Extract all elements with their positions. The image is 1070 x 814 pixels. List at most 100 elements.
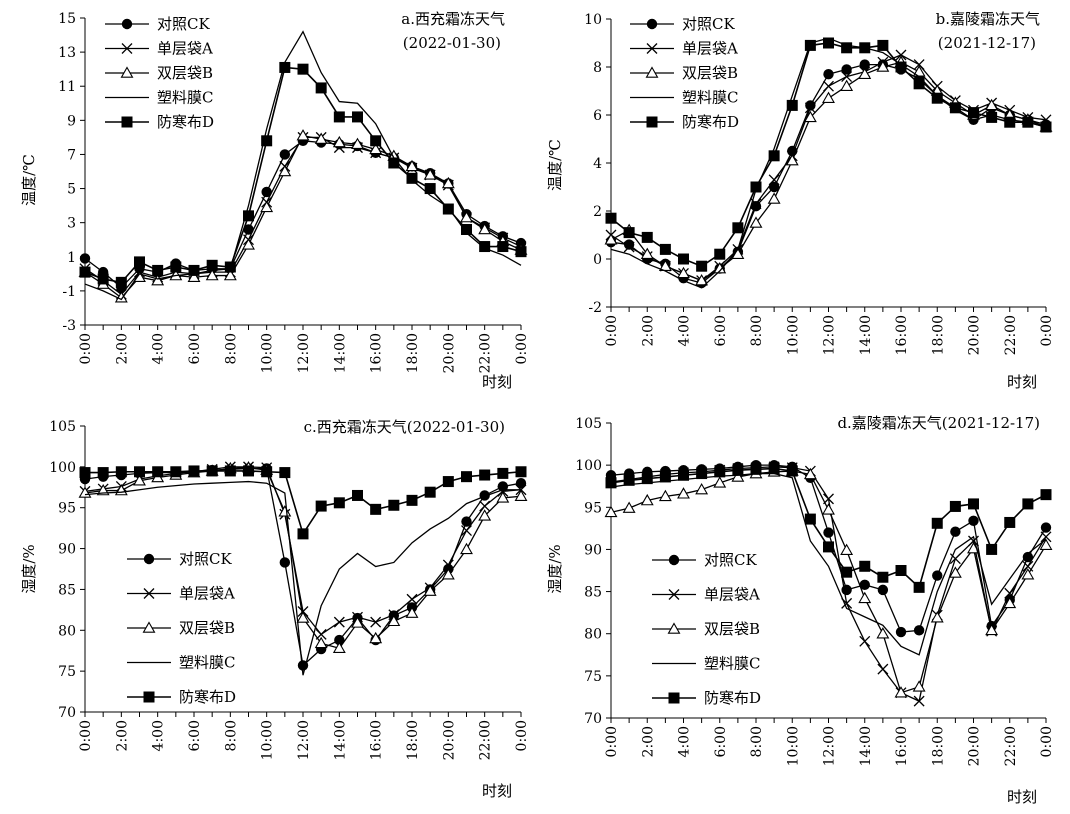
data-point-cold-cloth-d: [823, 37, 834, 49]
data-point-single-bag-a: [823, 80, 834, 92]
x-tick-label: 0:00: [1039, 315, 1055, 346]
data-point-cold-cloth-d: [696, 468, 708, 480]
x-tick-label: 14:00: [332, 333, 348, 373]
legend-label: 对照CK: [704, 551, 757, 569]
legend-label: 塑料膜C: [704, 655, 760, 673]
legend-item-plastic-film-c: 塑料膜C: [105, 89, 213, 107]
chart-panel-4: 70 75 80 85 90 95 100 105 0:00 2:00 4:00 6:00 8:00 10…: [546, 414, 1055, 806]
x-tick-label: 4:00: [677, 726, 693, 757]
y-tick-label: -2: [588, 300, 602, 316]
data-point-cold-cloth-d: [442, 203, 454, 215]
data-point-cold-cloth-d: [134, 466, 145, 478]
data-point-double-bag-b: [677, 487, 690, 499]
data-point-double-bag-b: [187, 270, 201, 282]
data-point-double-bag-b: [604, 233, 618, 245]
data-point-cold-cloth-d: [515, 466, 527, 478]
data-point-cold-cloth-d: [261, 466, 273, 478]
legend-item-single-bag-a: 单层袋A: [630, 40, 738, 58]
data-point-double-bag-b: [876, 627, 890, 639]
legend-marker: [646, 43, 658, 54]
data-point-double-bag-b: [695, 273, 709, 286]
data-point-cold-cloth-d: [206, 259, 218, 271]
legend-item-plastic-film-c: 塑料膜C: [652, 655, 760, 673]
x-tick-label: 0:00: [604, 726, 620, 757]
legend-item-ck: 对照CK: [652, 551, 757, 569]
data-point-double-bag-b: [695, 482, 709, 495]
x-tick-label: 18:00: [405, 720, 421, 760]
data-point-cold-cloth-d: [786, 465, 798, 477]
x-tick-label: 0:00: [514, 720, 530, 751]
data-point-cold-cloth-d: [714, 248, 726, 260]
data-point-single-bag-a: [461, 525, 472, 537]
data-point-cold-cloth-d: [696, 260, 708, 272]
x-tick-label: 0:00: [514, 333, 530, 364]
data-point-cold-cloth-d: [461, 223, 472, 235]
legend-label: 防寒布D: [704, 689, 761, 707]
legend-marker: [645, 66, 659, 78]
legend-label: 防寒布D: [179, 688, 236, 706]
data-point-cold-cloth-d: [1040, 121, 1052, 133]
legend: 对照CK 单层袋A 双层袋B 塑料膜C 防寒布D: [652, 551, 761, 707]
data-point-cold-cloth-d: [115, 276, 127, 288]
data-point-cold-cloth-d: [732, 464, 744, 476]
data-point-double-bag-b: [803, 110, 817, 123]
legend-item-cold-cloth-d: 防寒布D: [105, 113, 214, 131]
data-point-ck: [877, 584, 889, 596]
data-point-cold-cloth-d: [134, 256, 145, 268]
data-point-double-bag-b: [133, 474, 146, 486]
data-point-single-bag-a: [623, 241, 635, 253]
series-line-single-bag-a: [84, 466, 522, 636]
data-point-cold-cloth-d: [206, 465, 218, 477]
data-point-ck: [841, 64, 852, 75]
data-point-double-bag-b: [713, 476, 727, 488]
data-point-cold-cloth-d: [895, 61, 907, 73]
data-point-cold-cloth-d: [170, 466, 182, 478]
data-point-double-bag-b: [460, 210, 473, 223]
legend-label: 对照CK: [682, 15, 735, 33]
x-tick-label: 10:00: [785, 315, 801, 355]
data-point-cold-cloth-d: [152, 466, 164, 478]
data-point-double-bag-b: [930, 611, 944, 623]
x-tick-label: 16:00: [894, 726, 910, 766]
legend-label: 防寒布D: [682, 113, 739, 131]
data-point-double-bag-b: [858, 591, 872, 604]
data-point-double-bag-b: [822, 91, 835, 103]
chart-title: c.西充霜冻天气(2022-01-30): [304, 418, 505, 436]
x-tick-label: 8:00: [223, 333, 239, 364]
x-tick-label: 0:00: [1039, 726, 1055, 757]
data-point-cold-cloth-d: [406, 172, 418, 184]
data-point-double-bag-b: [278, 505, 292, 517]
x-tick-label: 16:00: [369, 720, 385, 760]
legend-label: 塑料膜C: [682, 89, 738, 107]
data-point-double-bag-b: [260, 200, 274, 213]
x-tick-label: 8:00: [749, 315, 765, 346]
data-point-cold-cloth-d: [97, 467, 109, 479]
x-axis-label: 时刻: [482, 373, 512, 391]
legend-item-double-bag-b: 双层袋B: [630, 64, 738, 82]
x-tick-label: 18:00: [405, 333, 421, 373]
data-point-cold-cloth-d: [406, 494, 418, 506]
series-double-bag-b: [604, 464, 1053, 698]
data-point-cold-cloth-d: [224, 261, 236, 273]
legend-item-single-bag-a: 单层袋A: [105, 40, 213, 58]
x-tick-label: 10:00: [260, 333, 276, 373]
data-point-cold-cloth-d: [968, 498, 979, 510]
data-point-cold-cloth-d: [461, 471, 472, 483]
data-point-cold-cloth-d: [333, 111, 345, 123]
y-tick-label: 2: [593, 204, 602, 220]
x-tick-label: 0:00: [604, 315, 620, 346]
data-point-ck: [515, 478, 527, 489]
y-tick-label: -3: [62, 318, 76, 334]
y-tick-label: 1: [67, 250, 76, 266]
series-line-plastic-film-c: [84, 480, 521, 676]
x-tick-label: 20:00: [967, 315, 983, 355]
data-point-single-bag-a: [949, 553, 961, 565]
legend-label: 双层袋B: [179, 619, 235, 637]
legend-label: 对照CK: [157, 15, 210, 33]
data-point-double-bag-b: [296, 611, 310, 623]
chart-subtitle: (2022-01-30): [403, 34, 501, 52]
data-point-single-bag-a: [859, 635, 871, 647]
legend-item-single-bag-a: 单层袋A: [127, 585, 235, 603]
data-point-single-bag-a: [370, 616, 382, 628]
